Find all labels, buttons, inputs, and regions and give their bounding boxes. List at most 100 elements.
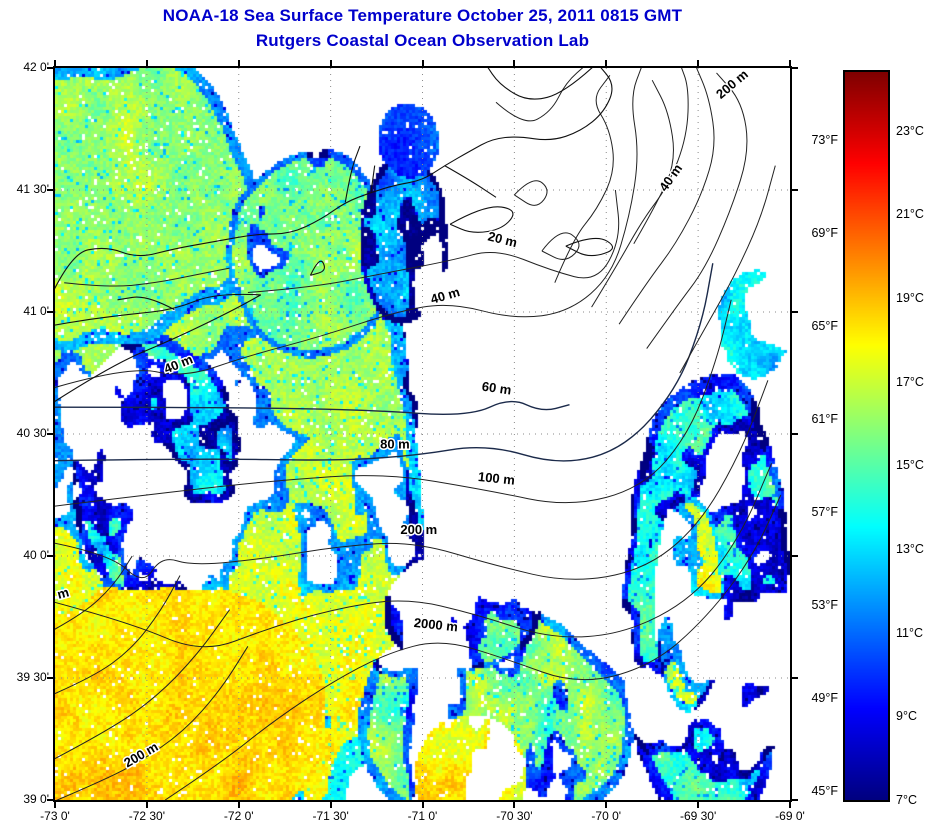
x-tick-label: -70 0' [591, 809, 622, 823]
coastline [309, 260, 325, 276]
bathymetry-contour-sw2 [55, 609, 231, 760]
colorbar-c-label: 23°C [896, 123, 924, 138]
bathymetry-contour-ne7 [633, 79, 674, 244]
x-tick-mark [513, 802, 516, 808]
x-tick-mark [789, 60, 791, 66]
x-tick-mark [421, 802, 424, 808]
coastline [444, 165, 497, 198]
y-tick-label: 39 0' [23, 792, 49, 806]
bathymetry-contour-500m [55, 463, 773, 648]
colorbar-f-label: 65°F [811, 318, 838, 333]
bathymetry-contour-ne4 [679, 165, 776, 374]
bathymetry-contour-ne6 [495, 68, 584, 122]
colorbar-c-label: 17°C [896, 374, 924, 389]
colorbar-gradient [845, 72, 888, 800]
coastline [55, 68, 613, 290]
figure-subtitle: Rutgers Coastal Ocean Observation Lab [255, 31, 590, 50]
y-tick-label: 40 30' [16, 426, 49, 440]
contour-label: 100 m [477, 469, 515, 488]
colorbar-f-label: 53°F [811, 597, 838, 612]
contour-label: m [56, 584, 71, 601]
x-tick-mark [605, 802, 608, 808]
x-tick-mark [697, 802, 700, 808]
coastline [344, 145, 361, 203]
y-tick-mark [47, 555, 53, 557]
x-tick-label: -71 0' [407, 809, 438, 823]
x-tick-label: -73 0' [40, 809, 70, 823]
contour-label: 40 m [429, 284, 462, 307]
y-tick-mark [792, 67, 798, 69]
figure-title: NOAA-18 Sea Surface Temperature October … [162, 6, 683, 25]
colorbar [843, 70, 890, 802]
x-tick-label: -69 30' [679, 809, 717, 823]
coastline [449, 206, 514, 233]
y-tick-mark [47, 67, 53, 69]
colorbar-f-label: 45°F [811, 783, 838, 798]
bathymetry-contour-200m [55, 380, 769, 580]
bathymetry-contour-40m [55, 68, 642, 388]
y-tick-label: 39 30' [16, 670, 49, 684]
contour-label: 20 m [486, 228, 518, 250]
bathymetry-contour-shoal2 [541, 232, 580, 260]
x-tick-label: -70 30' [496, 809, 533, 823]
colorbar-f-label: 57°F [811, 504, 838, 519]
colorbar-c-label: 13°C [896, 541, 924, 556]
y-tick-mark [47, 433, 53, 435]
bathymetry-contour-2000m [164, 494, 782, 800]
contour-label: 200 m [121, 739, 160, 770]
x-tick-mark [145, 60, 148, 66]
y-tick-label: 42 0' [23, 60, 49, 74]
x-tick-label: -72 30' [128, 809, 166, 823]
bathymetry-contour-ne5 [554, 74, 614, 283]
x-tick-mark [421, 60, 424, 66]
x-tick-mark [513, 60, 516, 66]
bathymetry-contour-20m [247, 189, 620, 293]
x-tick-mark [145, 802, 148, 808]
x-tick-mark [329, 802, 332, 808]
colorbar-f-label: 69°F [811, 225, 838, 240]
colorbar-f-label: 73°F [811, 132, 838, 147]
x-tick-mark [237, 60, 240, 66]
x-tick-mark [54, 60, 56, 66]
bathymetry-contour-sw3 [55, 575, 181, 695]
y-tick-mark [792, 189, 798, 191]
contour-label: 2000 m [413, 615, 458, 635]
x-tick-mark [697, 60, 700, 66]
contour-label: 200 m [400, 522, 437, 537]
x-tick-mark [237, 802, 240, 808]
y-tick-label: 40 0' [23, 548, 49, 562]
x-tick-label: -72 0' [223, 809, 254, 823]
bathymetry-contour-lis1 [64, 267, 230, 287]
y-tick-label: 41 0' [23, 304, 49, 318]
bathymetry-contour-ne1 [591, 68, 689, 308]
bathymetry-contour-ne2 [618, 68, 715, 325]
y-tick-mark [792, 311, 798, 313]
colorbar-c-label: 7°C [896, 793, 917, 807]
x-tick-mark [605, 60, 608, 66]
colorbar-c-label: 19°C [896, 290, 924, 305]
y-tick-mark [47, 799, 53, 801]
x-tick-mark [54, 802, 56, 808]
y-tick-label: 41 30' [16, 182, 49, 196]
x-tick-mark [789, 802, 791, 808]
contour-label: 80 m [380, 437, 410, 452]
coastline [565, 237, 613, 257]
coastline [370, 165, 376, 193]
colorbar-f-label: 61°F [811, 411, 838, 426]
colorbar-c-label: 21°C [896, 207, 924, 222]
contour-label: 200 m [713, 68, 751, 102]
y-tick-mark [47, 311, 53, 313]
bathymetry-contour-sw1 [56, 646, 249, 800]
x-tick-mark [329, 60, 332, 66]
bathymetry-contour-80m [55, 263, 714, 462]
x-tick-label: -69 0' [775, 809, 805, 823]
contour-label: 40 m [656, 161, 685, 194]
coastline [487, 68, 593, 100]
y-tick-mark [47, 677, 53, 679]
x-tick-label: -71 30' [312, 809, 349, 823]
map-frame: 20 m 40 m 40 m 40 m 60 m 80 m 100 m 200 m 2000 m… [53, 66, 792, 802]
bathymetry-contour-100m [55, 299, 732, 507]
y-tick-mark [792, 433, 798, 435]
coastline [55, 293, 261, 326]
